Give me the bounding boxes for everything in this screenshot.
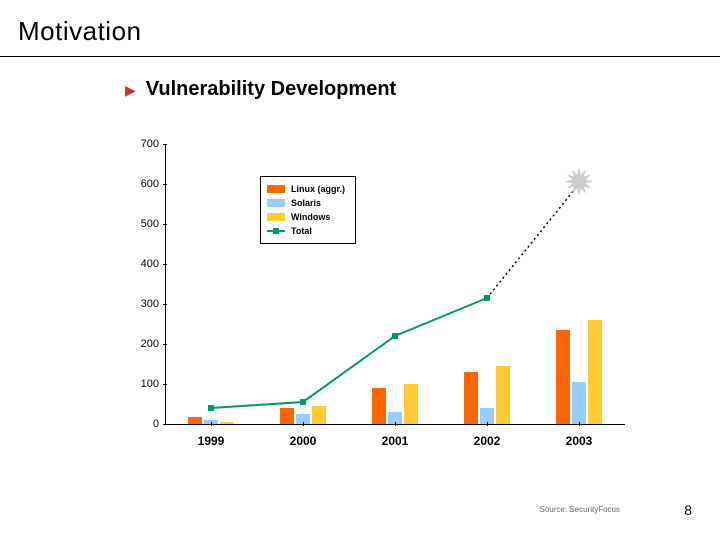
legend-item: Total xyxy=(267,224,345,238)
legend-label: Windows xyxy=(291,212,330,222)
divider xyxy=(0,56,720,57)
x-tick xyxy=(395,422,396,426)
legend-swatch xyxy=(267,185,285,193)
subtitle: Vulnerability Development xyxy=(146,78,396,101)
x-tick-label: 2003 xyxy=(566,434,593,448)
y-tick-label: 200 xyxy=(141,338,159,350)
legend-label: Linux (aggr.) xyxy=(291,184,345,194)
legend-swatch xyxy=(267,199,285,207)
chart: 0100200300400500600700 Linux (aggr.)Sola… xyxy=(125,144,625,454)
x-tick-label: 2002 xyxy=(474,434,501,448)
y-tick-label: 400 xyxy=(141,258,159,270)
legend: Linux (aggr.) Solaris Windows Total xyxy=(260,176,356,244)
x-tick xyxy=(487,422,488,426)
subtitle-row: ▶ Vulnerability Development xyxy=(125,78,396,101)
x-tick xyxy=(579,422,580,426)
title-row: Motivation xyxy=(18,16,142,47)
x-tick-label: 1999 xyxy=(198,434,225,448)
legend-item: Linux (aggr.) xyxy=(267,182,345,196)
bullet-arrow-icon: ▶ xyxy=(125,83,136,97)
y-tick-label: 0 xyxy=(153,418,159,430)
legend-swatch xyxy=(267,230,285,232)
y-tick-label: 100 xyxy=(141,378,159,390)
y-axis: 0100200300400500600700 xyxy=(125,144,165,424)
y-tick-label: 600 xyxy=(141,178,159,190)
y-tick-label: 700 xyxy=(141,138,159,150)
star-icon xyxy=(565,168,593,201)
slide: Motivation ▶ Vulnerability Development 0… xyxy=(0,0,720,540)
legend-label: Total xyxy=(291,226,312,236)
x-tick-label: 2000 xyxy=(290,434,317,448)
x-tick xyxy=(211,422,212,426)
x-tick xyxy=(303,422,304,426)
x-tick-label: 2001 xyxy=(382,434,409,448)
legend-item: Solaris xyxy=(267,196,345,210)
page-title: Motivation xyxy=(18,16,142,47)
y-tick-label: 500 xyxy=(141,218,159,230)
legend-swatch xyxy=(267,213,285,221)
legend-item: Windows xyxy=(267,210,345,224)
plot-area: Linux (aggr.) Solaris Windows Total xyxy=(165,144,625,424)
y-tick-label: 300 xyxy=(141,298,159,310)
line-series xyxy=(165,144,625,424)
source-text: Source: SecurityFocus xyxy=(540,505,620,514)
page-number: 8 xyxy=(684,502,692,518)
legend-label: Solaris xyxy=(291,198,321,208)
